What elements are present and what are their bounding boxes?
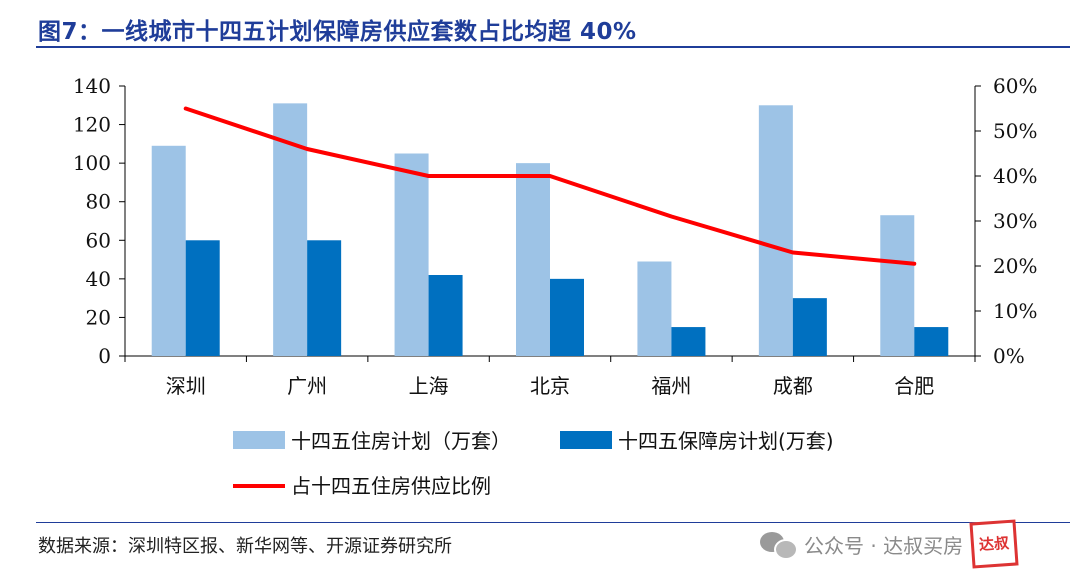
source-note: 数据来源：深圳特区报、新华网等、开源证券研究所: [38, 536, 452, 557]
x-tick-label: 上海: [409, 374, 449, 398]
bar: [671, 327, 706, 356]
x-tick-label: 深圳: [166, 374, 206, 398]
bar: [428, 275, 463, 356]
legend-label-share: 占十四五住房供应比例: [291, 474, 491, 498]
x-tick-label: 福州: [651, 374, 691, 398]
x-tick-label: 合肥: [894, 374, 934, 398]
source-rule: [36, 522, 1070, 523]
watermark: 公众号 · 达叔买房 达叔: [760, 519, 1019, 569]
y-tick-left-label: 0: [98, 344, 111, 368]
x-tick-label: 广州: [287, 374, 327, 398]
y-tick-left-label: 140: [73, 74, 111, 98]
y-tick-right-label: 40%: [993, 164, 1037, 188]
watermark-stamp: 达叔: [969, 519, 1019, 569]
series-line-share: [183, 106, 917, 266]
y-tick-right-label: 60%: [993, 74, 1037, 98]
y-tick-left-label: 100: [73, 151, 111, 175]
y-tick-left-label: 120: [73, 113, 111, 137]
y-tick-right-label: 30%: [993, 209, 1037, 233]
y-tick-left-label: 80: [86, 190, 111, 214]
bar: [914, 327, 949, 356]
y-tick-right-label: 20%: [993, 254, 1037, 278]
bar: [637, 261, 672, 356]
legend-swatch-affordable: [560, 431, 612, 449]
legend-swatch-total: [233, 431, 285, 449]
y-tick-right-label: 10%: [993, 299, 1037, 323]
bar: [394, 153, 429, 356]
y-tick-left-label: 40: [86, 267, 111, 291]
x-tick-label: 成都: [773, 374, 813, 398]
bar: [185, 240, 220, 356]
bar: [151, 145, 186, 356]
bar: [758, 105, 793, 357]
bar: [792, 298, 827, 356]
y-tick-right-label: 50%: [993, 119, 1037, 143]
chart-svg: 0 20 40 60 80 100 120 140 0% 10% 20% 30% 40% 50% 60% 深圳…: [73, 74, 1038, 498]
wechat-icon: [760, 530, 798, 560]
y-tick-left-label: 20: [86, 305, 111, 329]
bar: [516, 163, 550, 356]
bar: [307, 240, 342, 356]
x-tick-label: 北京: [530, 374, 570, 398]
y-tick-left-label: 60: [86, 228, 111, 252]
watermark-text: 公众号 · 达叔买房: [804, 533, 964, 558]
chart-title: 图7：一线城市十四五计划保障房供应套数占比均超 40%: [38, 19, 637, 45]
bar: [880, 215, 915, 356]
bar: [550, 278, 584, 356]
legend-label-affordable: 十四五保障房计划(万套): [618, 429, 834, 453]
title-rule: [36, 46, 1070, 48]
legend-label-total: 十四五住房计划（万套）: [291, 429, 511, 453]
y-tick-right-label: 0%: [993, 344, 1025, 368]
